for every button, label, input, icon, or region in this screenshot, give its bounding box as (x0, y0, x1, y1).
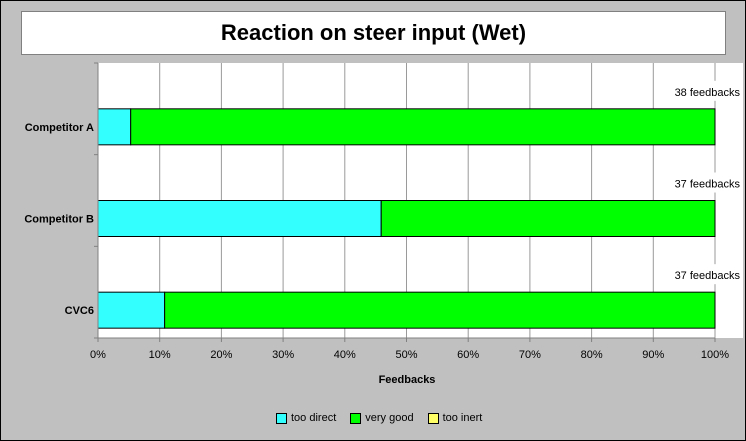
bar-segment (97, 108, 132, 146)
bar-segment (164, 291, 716, 329)
legend-item: too direct (276, 412, 336, 424)
bar-segment (380, 200, 716, 237)
legend-item: very good (350, 412, 414, 424)
bar-annotation: 37 feedbacks (675, 270, 741, 282)
bar-segment (130, 108, 716, 146)
x-tick-label: 90% (642, 349, 664, 361)
chart-title: Reaction on steer input (Wet) (220, 20, 527, 45)
legend-label: very good (365, 412, 414, 424)
x-axis-label: Feedbacks (379, 374, 436, 386)
x-tick-label: 60% (457, 349, 479, 361)
x-tick-label: 80% (581, 349, 603, 361)
axes: 0% 10% 20% 30% 40% 50% 60% 70% 80% 90% 100% Competi… (24, 62, 742, 361)
bar-annotation-box (668, 80, 742, 101)
bars (97, 108, 716, 329)
legend: too direct very good too inert (276, 410, 482, 426)
legend-label: too direct (291, 412, 337, 424)
x-tick-label: 10% (149, 349, 171, 361)
bar-segment (97, 291, 166, 329)
category-label: Competitor A (25, 122, 94, 134)
bar-annotation-box (668, 172, 742, 193)
legend-swatch (427, 412, 439, 424)
title-box: Reaction on steer input (Wet) (21, 11, 726, 55)
bar-annotation: 37 feedbacks (675, 179, 741, 191)
x-tick-label: 0% (90, 349, 106, 361)
category-label: Competitor B (24, 214, 94, 226)
bar-annotation: 38 feedbacks (675, 87, 741, 99)
bar-segment (97, 200, 382, 237)
legend-swatch (276, 412, 287, 424)
x-tick-label: 70% (519, 349, 541, 361)
x-tick-label: 100% (701, 349, 729, 361)
bar-annotation-box (668, 264, 742, 285)
x-tick-label: 30% (272, 349, 294, 361)
legend-swatch (350, 412, 362, 424)
legend-label: too inert (442, 412, 483, 424)
x-tick-label: 40% (334, 349, 356, 361)
legend-item: too inert (427, 412, 483, 424)
x-tick-label: 50% (395, 349, 417, 361)
x-tick-label: 20% (210, 349, 232, 361)
category-label: CVC6 (65, 305, 94, 317)
